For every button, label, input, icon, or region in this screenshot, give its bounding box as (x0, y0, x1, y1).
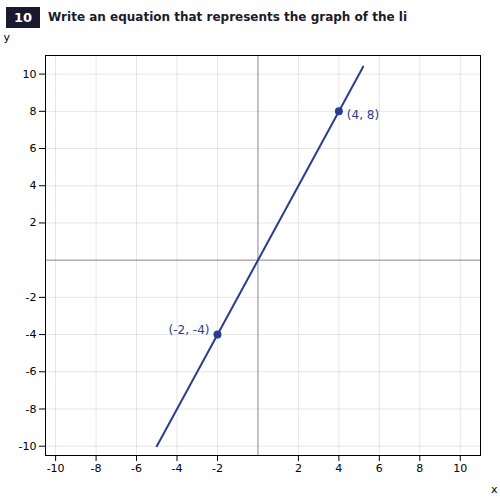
svg-text:(4, 8): (4, 8) (347, 108, 379, 122)
svg-text:-10: -10 (47, 462, 65, 475)
svg-text:8: 8 (30, 105, 37, 118)
svg-text:2: 2 (30, 216, 37, 229)
svg-text:x: x (491, 483, 498, 496)
svg-text:-4: -4 (26, 328, 37, 341)
svg-text:10: 10 (23, 68, 37, 81)
svg-text:6: 6 (376, 462, 383, 475)
svg-text:4: 4 (30, 179, 37, 192)
svg-text:-8: -8 (26, 403, 37, 416)
html-text:Write an equation that represe: Write an equation that represents the gr… (48, 10, 408, 24)
svg-text:-2: -2 (26, 291, 37, 304)
svg-text:8: 8 (416, 462, 423, 475)
svg-text:y: y (4, 31, 11, 44)
svg-text:-4: -4 (172, 462, 183, 475)
svg-text:-10: -10 (19, 440, 37, 453)
svg-text:-6: -6 (131, 462, 142, 475)
svg-text:(-2, -4): (-2, -4) (169, 323, 210, 337)
svg-text:4: 4 (335, 462, 342, 475)
svg-text:-2: -2 (212, 462, 223, 475)
svg-text:6: 6 (30, 142, 37, 155)
svg-text:-6: -6 (26, 365, 37, 378)
html-text:10: 10 (14, 9, 33, 25)
svg-text:10: 10 (453, 462, 467, 475)
svg-text:2: 2 (295, 462, 302, 475)
svg-text:-8: -8 (91, 462, 102, 475)
